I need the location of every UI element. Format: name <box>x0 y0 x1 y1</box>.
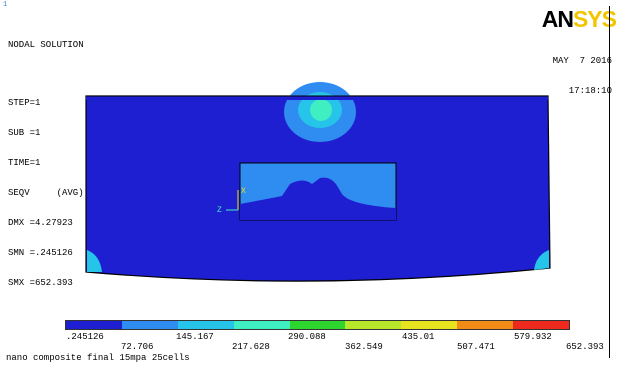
window-number: 1 <box>3 1 8 9</box>
legend-seg-7 <box>401 321 458 329</box>
info-time: TIME=1 <box>8 158 41 168</box>
legend-seg-6 <box>345 321 402 329</box>
legend-label-5: 290.088 <box>288 332 326 342</box>
legend-label-3: 145.167 <box>176 332 214 342</box>
info-sub: SUB =1 <box>8 128 41 138</box>
info-smx: SMX =652.393 <box>8 278 73 288</box>
legend-label-4: 217.628 <box>232 342 270 352</box>
date-text: MAY 7 2016 <box>552 56 612 66</box>
inner-contour <box>240 177 396 220</box>
legend-seg-3 <box>177 321 234 329</box>
time-text: 17:18:10 <box>568 86 612 96</box>
info-seqv: SEQV (AVG) <box>8 188 84 198</box>
info-smn: SMN =.245126 <box>8 248 73 258</box>
legend-seg-2 <box>121 321 178 329</box>
legend-seg-8 <box>457 321 514 329</box>
plot-title: NODAL SOLUTION <box>8 40 84 50</box>
legend-label-2: 72.706 <box>121 342 154 352</box>
legend-label-7: 435.01 <box>402 332 435 342</box>
contour-top-inner <box>310 99 332 121</box>
legend-seg-5 <box>289 321 346 329</box>
contour-corner-right <box>534 250 549 270</box>
contour-corner-left <box>87 250 102 272</box>
window-border <box>609 6 614 358</box>
triad-x-label: X <box>241 187 246 196</box>
info-dmx: DMX =4.27923 <box>8 218 73 228</box>
timestamp: MAY 7 2016 17:18:10 <box>553 36 612 106</box>
legend-label-1: .245126 <box>66 332 104 342</box>
plot-subtitle: nano composite final 15mpa 25cells <box>6 353 190 363</box>
legend-seg-1 <box>66 321 122 329</box>
legend-label-10: 652.393 <box>566 342 604 352</box>
solution-info: NODAL SOLUTION STEP=1 SUB =1 TIME=1 SEQV… <box>8 20 84 298</box>
logo-an: AN <box>541 6 574 32</box>
legend-seg-4 <box>233 321 290 329</box>
triad-z-label: Z <box>217 206 222 215</box>
legend-label-8: 507.471 <box>457 342 495 352</box>
legend-label-9: 579.932 <box>514 332 552 342</box>
legend-color-bar <box>65 320 570 330</box>
legend-seg-9 <box>513 321 570 329</box>
legend-label-6: 362.549 <box>345 342 383 352</box>
info-step: STEP=1 <box>8 98 41 108</box>
body-top-edge <box>86 96 548 100</box>
